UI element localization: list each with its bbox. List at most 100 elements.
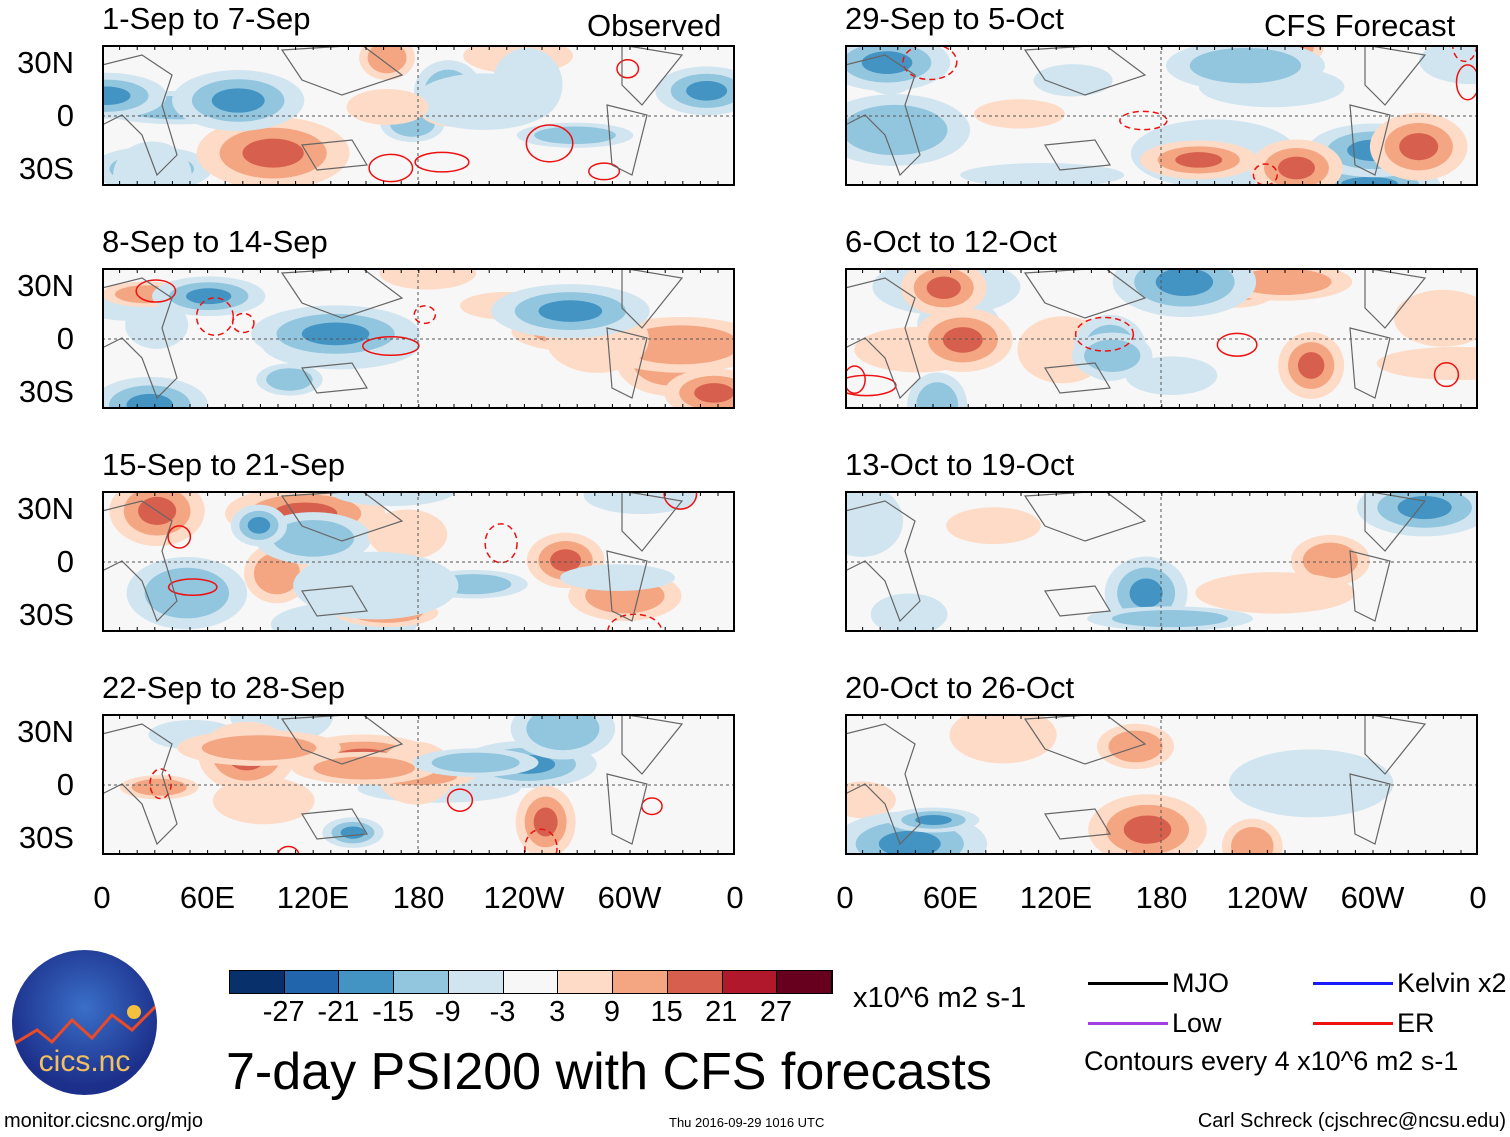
psi-anomaly-blob bbox=[1111, 610, 1229, 628]
footer-url[interactable]: monitor.cicsnc.org/mjo bbox=[4, 1110, 203, 1132]
colorbar-swatch bbox=[284, 971, 340, 993]
legend-label: Low bbox=[1172, 1008, 1222, 1038]
longitude-label: 60W bbox=[597, 880, 662, 915]
psi-anomaly-blob bbox=[144, 567, 230, 619]
psi-anomaly-blob bbox=[942, 327, 983, 353]
panel-title: 13-Oct to 19-Oct bbox=[845, 447, 1075, 482]
latitude-label: 0 bbox=[56, 767, 74, 802]
er-contour bbox=[1252, 163, 1278, 186]
colorbar-label: -3 bbox=[489, 996, 516, 1028]
latitude-label: 30N bbox=[17, 714, 74, 749]
colorbar-swatch bbox=[722, 971, 778, 993]
psi-anomaly-blob bbox=[293, 551, 459, 620]
psi-anomaly-blob bbox=[1376, 346, 1478, 381]
colorbar-label: 21 bbox=[705, 996, 738, 1028]
longitude-label: 0 bbox=[726, 880, 744, 915]
latitude-label: 0 bbox=[56, 98, 74, 133]
psi-anomaly-blob bbox=[431, 752, 520, 773]
latitude-label: 30S bbox=[18, 151, 74, 186]
colorbar-units: x10^6 m2 s-1 bbox=[853, 982, 1027, 1014]
coastline bbox=[845, 714, 1427, 846]
colorbar bbox=[229, 970, 833, 994]
psi-anomaly-blob bbox=[878, 830, 941, 855]
psi-anomaly-blob bbox=[1228, 749, 1394, 818]
psi-anomaly-blob bbox=[1419, 45, 1478, 85]
psi-anomaly-blob bbox=[1084, 339, 1141, 372]
colorbar-label: -15 bbox=[372, 996, 415, 1028]
longitude-label: 0 bbox=[1469, 880, 1487, 915]
longitude-label: 180 bbox=[392, 880, 445, 915]
colorbar-label: -27 bbox=[262, 996, 305, 1028]
coastline bbox=[102, 714, 684, 846]
longitude-label: 0 bbox=[836, 880, 854, 915]
longitude-label: 120W bbox=[1226, 880, 1308, 915]
latitude-label: 0 bbox=[56, 544, 74, 579]
psi-anomaly-blob bbox=[242, 138, 304, 168]
contour-note: Contours every 4 x10^6 m2 s-1 bbox=[1084, 1046, 1459, 1076]
panel-title: 22-Sep to 28-Sep bbox=[102, 670, 346, 705]
psi-anomaly-blob bbox=[526, 714, 600, 751]
longitude-label: 120E bbox=[276, 880, 350, 915]
coastline bbox=[102, 491, 684, 623]
er-contour bbox=[362, 336, 420, 357]
psi-anomaly-blob bbox=[1399, 133, 1439, 161]
colorbar-swatch bbox=[339, 971, 395, 993]
er-contour bbox=[446, 788, 474, 812]
psi-anomaly-blob bbox=[583, 491, 698, 515]
psi-anomaly-blob bbox=[131, 778, 187, 796]
psi-anomaly-blob bbox=[1231, 827, 1274, 855]
psi-anomaly-blob bbox=[272, 519, 355, 557]
er-contour bbox=[195, 297, 235, 337]
latitude-label: 0 bbox=[56, 321, 74, 356]
coastline bbox=[102, 45, 684, 177]
psi-anomaly-blob bbox=[1277, 156, 1315, 180]
psi-anomaly-blob bbox=[1393, 289, 1478, 347]
legend-line bbox=[1313, 982, 1393, 985]
er-contour bbox=[1455, 64, 1478, 101]
forecast-label: CFS Forecast bbox=[1264, 8, 1456, 43]
colorbar-label: 3 bbox=[549, 996, 566, 1028]
legend-label: ER bbox=[1397, 1008, 1435, 1038]
psi-anomaly-blob bbox=[1175, 152, 1223, 168]
colorbar-swatch bbox=[503, 971, 559, 993]
colorbar-swatch bbox=[448, 971, 504, 993]
psi-anomaly-blob bbox=[861, 51, 913, 74]
legend-label: MJO bbox=[1172, 968, 1229, 998]
legend-line bbox=[1313, 1022, 1393, 1025]
er-contour bbox=[902, 45, 958, 81]
psi-anomaly-blob bbox=[1302, 542, 1359, 579]
longitude-label: 60W bbox=[1340, 880, 1405, 915]
er-contour bbox=[414, 151, 470, 173]
psi-anomaly-blob bbox=[533, 807, 558, 837]
figure-title: 7-day PSI200 with CFS forecasts bbox=[226, 1043, 992, 1101]
observed-label: Observed bbox=[587, 8, 722, 43]
map-panel bbox=[102, 268, 735, 409]
longitude-label: 0 bbox=[93, 880, 111, 915]
map-panel bbox=[102, 491, 735, 632]
psi-anomaly-blob bbox=[915, 815, 952, 825]
psi-anomaly-blob bbox=[379, 268, 476, 290]
er-contour bbox=[663, 491, 698, 510]
psi-anomaly-blob bbox=[845, 104, 948, 156]
psi-anomaly-blob bbox=[1129, 578, 1163, 608]
logo-text: cics.nc bbox=[38, 1045, 131, 1078]
psi-anomaly-blob bbox=[368, 509, 448, 560]
longitude-label: 120E bbox=[1019, 880, 1093, 915]
longitude-label: 60E bbox=[179, 880, 236, 915]
psi-anomaly-blob bbox=[538, 300, 603, 322]
psi-anomaly-blob bbox=[1108, 730, 1163, 763]
psi-anomaly-blob bbox=[1155, 268, 1214, 297]
er-contour bbox=[484, 523, 518, 564]
map-panel bbox=[845, 491, 1478, 632]
psi-anomaly-blob bbox=[102, 86, 131, 105]
colorbar-swatch bbox=[558, 971, 614, 993]
longitude-label: 120W bbox=[483, 880, 565, 915]
psi-anomaly-blob bbox=[413, 73, 555, 130]
colorbar-swatch bbox=[230, 971, 285, 993]
psi-anomaly-blob bbox=[340, 826, 366, 839]
psi-anomaly-blob bbox=[1123, 815, 1172, 844]
psi-anomaly-blob bbox=[247, 517, 271, 534]
psi-anomaly-blob bbox=[550, 549, 582, 572]
colorbar-swatch bbox=[613, 971, 668, 993]
colorbar-swatch bbox=[394, 971, 449, 993]
